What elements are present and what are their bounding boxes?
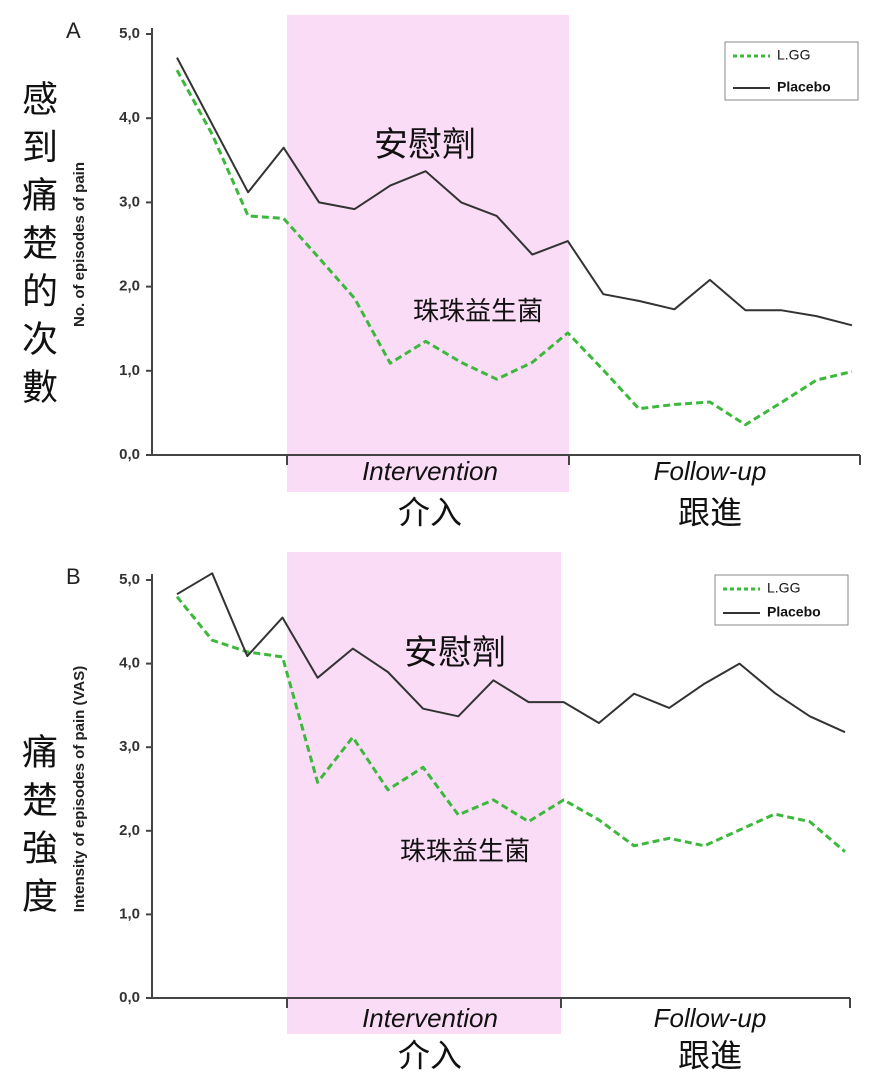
legend-label: Placebo [767,604,821,620]
legend-label: Placebo [777,79,831,95]
panel-label: B [66,564,81,589]
side-label: 痛楚強度 [16,733,58,925]
panel-label: A [66,18,81,43]
legend-label: L.GG [777,47,810,63]
y-tick-label: 2,0 [119,278,140,295]
intervention-band [287,15,569,492]
phase-label-zh: 跟進 [678,1037,742,1075]
phase-label-zh: 介入 [398,1037,462,1075]
y-tick-label: 2,0 [119,822,140,839]
y-tick-label: 5,0 [119,571,140,588]
series-line [176,57,853,327]
legend-box [714,574,849,626]
y-tick-label: 1,0 [119,905,140,922]
annotation: 安慰劑 [404,633,506,673]
phase-label-zh: 跟進 [678,494,742,532]
phase-label-zh: 介入 [398,494,462,532]
y-tick-label: 1,0 [119,362,140,379]
legend-box [724,41,859,101]
y-tick-label: 4,0 [119,109,140,126]
series-line [175,69,853,427]
y-tick-label: 3,0 [119,193,140,210]
side-label: 感到痛楚的次數 [16,80,58,416]
y-axis-title: No. of episodes of pain [71,162,88,327]
intervention-band [287,552,561,1034]
annotation: 珠珠益生菌 [413,297,543,327]
y-tick-label: 0,0 [119,446,140,463]
annotation: 安慰劑 [374,125,476,165]
series-line [175,595,846,853]
y-tick-label: 5,0 [119,25,140,42]
annotation: 珠珠益生菌 [400,837,530,867]
phase-label: Follow-up [654,456,767,486]
phase-label: Intervention [362,456,498,486]
y-axis-title: Intensity of episodes of pain (VAS) [71,666,88,912]
y-tick-label: 4,0 [119,655,140,672]
phase-label: Follow-up [654,1003,767,1033]
legend-label: L.GG [767,580,800,596]
y-tick-label: 3,0 [119,738,140,755]
phase-label: Intervention [362,1003,498,1033]
series-line [176,572,846,734]
y-tick-label: 0,0 [119,989,140,1006]
